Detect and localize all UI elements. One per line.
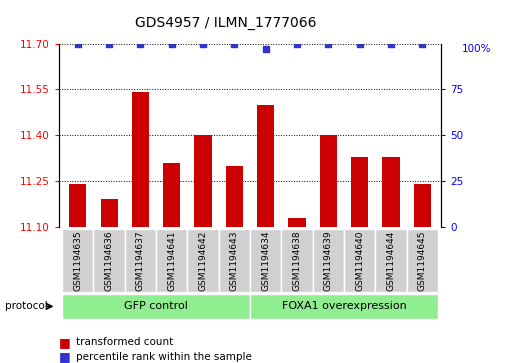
Bar — [93, 229, 125, 292]
Point — [74, 41, 82, 46]
Bar — [62, 229, 93, 292]
Point — [293, 41, 301, 46]
Text: GSM1194636: GSM1194636 — [105, 231, 113, 291]
Bar — [282, 229, 313, 292]
Text: GSM1194638: GSM1194638 — [292, 231, 302, 291]
Bar — [163, 163, 181, 227]
Bar — [156, 229, 187, 292]
Text: FOXA1 overexpression: FOXA1 overexpression — [282, 301, 406, 311]
Text: GSM1194639: GSM1194639 — [324, 231, 333, 291]
Text: GSM1194634: GSM1194634 — [261, 231, 270, 291]
Text: GSM1194637: GSM1194637 — [136, 231, 145, 291]
Bar — [132, 93, 149, 227]
Text: GFP control: GFP control — [124, 301, 188, 311]
Bar — [383, 156, 400, 227]
Bar — [62, 294, 250, 319]
Point — [199, 41, 207, 46]
Bar — [187, 229, 219, 292]
Bar — [69, 184, 86, 227]
Text: 100%: 100% — [462, 44, 491, 54]
Text: ■: ■ — [59, 350, 71, 363]
Point — [324, 41, 332, 46]
Bar — [250, 229, 282, 292]
Point — [262, 46, 270, 52]
Point — [168, 41, 176, 46]
Bar — [320, 135, 337, 227]
Bar — [250, 294, 438, 319]
Text: GSM1194641: GSM1194641 — [167, 231, 176, 291]
Point — [387, 41, 395, 46]
Bar — [194, 135, 212, 227]
Bar — [313, 229, 344, 292]
Bar — [351, 156, 368, 227]
Text: GSM1194642: GSM1194642 — [199, 231, 208, 291]
Bar — [414, 184, 431, 227]
Bar — [257, 105, 274, 227]
Text: GDS4957 / ILMN_1777066: GDS4957 / ILMN_1777066 — [135, 16, 317, 30]
Text: transformed count: transformed count — [76, 337, 173, 347]
Bar — [101, 199, 117, 227]
Point — [230, 41, 239, 46]
Text: GSM1194643: GSM1194643 — [230, 231, 239, 291]
Point — [418, 41, 426, 46]
Bar — [344, 229, 376, 292]
Text: ■: ■ — [59, 336, 71, 349]
Bar — [219, 229, 250, 292]
Bar — [125, 229, 156, 292]
Text: GSM1194644: GSM1194644 — [387, 231, 396, 291]
Text: GSM1194635: GSM1194635 — [73, 231, 82, 291]
Bar — [376, 229, 407, 292]
Point — [105, 41, 113, 46]
Point — [356, 41, 364, 46]
Text: GSM1194645: GSM1194645 — [418, 231, 427, 291]
Text: protocol: protocol — [5, 301, 48, 311]
Point — [136, 41, 145, 46]
Text: percentile rank within the sample: percentile rank within the sample — [76, 352, 252, 362]
Bar — [226, 166, 243, 227]
Text: GSM1194640: GSM1194640 — [355, 231, 364, 291]
Bar — [288, 218, 306, 227]
Bar — [407, 229, 438, 292]
